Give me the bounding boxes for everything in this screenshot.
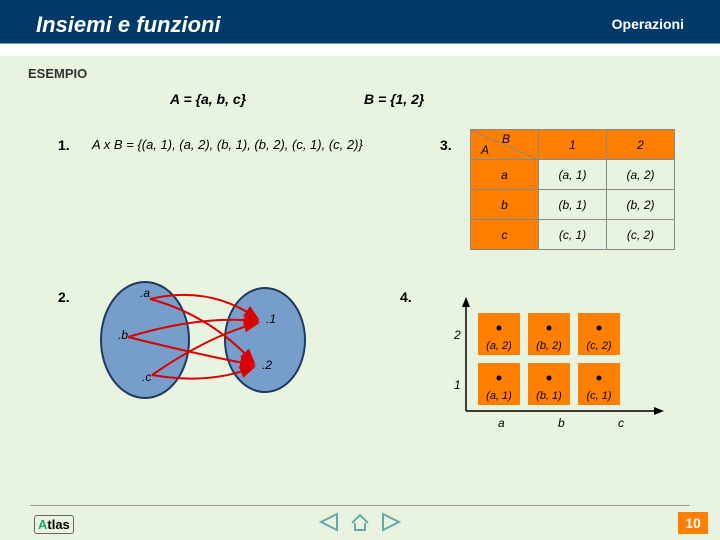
table-cell: (c, 2) (607, 220, 675, 250)
item2-mapping-diagram: .a .b .c .1 .2 (90, 275, 340, 415)
table-cell: (b, 2) (607, 190, 675, 220)
svg-text:(a, 1): (a, 1) (486, 390, 512, 402)
slide-title: Insiemi e funzioni (36, 12, 221, 38)
svg-text:2: 2 (453, 328, 461, 342)
item1-text: A x B = {(a, 1), (a, 2), (b, 1), (b, 2),… (92, 137, 363, 152)
svg-text:c: c (618, 416, 624, 430)
set-b-def: B = {1, 2} (364, 91, 424, 107)
nav-home-icon[interactable] (347, 511, 373, 533)
page-number: 10 (678, 512, 708, 534)
row-header: c (471, 220, 539, 250)
node-c-label: .c (142, 370, 151, 384)
svg-text:(c, 2): (c, 2) (586, 340, 611, 352)
svg-text:(c, 1): (c, 1) (586, 390, 611, 402)
svg-text:b: b (558, 416, 565, 430)
slide-section: Operazioni (612, 16, 684, 32)
item3-table: B A 1 2 a (a, 1) (a, 2) b (b, 1) (b, 2) … (470, 129, 675, 250)
table-corner: B A (471, 130, 539, 160)
item2-number: 2. (58, 289, 70, 305)
set-a-def: A = {a, b, c} (170, 91, 246, 107)
row-header: b (471, 190, 539, 220)
item4-number: 4. (400, 289, 412, 305)
footer: AAtlastlas 10 (0, 504, 720, 540)
table-cell: (b, 1) (539, 190, 607, 220)
nav-buttons (315, 511, 405, 533)
svg-text:1: 1 (454, 378, 461, 392)
node-2-label: .2 (262, 358, 272, 372)
esempio-label: ESEMPIO (0, 62, 720, 85)
nav-prev-icon[interactable] (315, 511, 341, 533)
nav-next-icon[interactable] (379, 511, 405, 533)
svg-text:(b, 1): (b, 1) (536, 390, 562, 402)
node-b-label: .b (118, 328, 128, 342)
svg-text:(b, 2): (b, 2) (536, 340, 562, 352)
table-cell: (c, 1) (539, 220, 607, 250)
svg-text:a: a (498, 416, 505, 430)
slide-header: Insiemi e funzioni Operazioni (0, 0, 720, 56)
row-header: a (471, 160, 539, 190)
item3-number: 3. (440, 137, 452, 153)
item1-number: 1. (58, 137, 70, 153)
table-cell: (a, 2) (607, 160, 675, 190)
node-1-label: .1 (266, 312, 276, 326)
svg-text:(a, 2): (a, 2) (486, 340, 512, 352)
atlas-logo: AAtlastlas (34, 517, 74, 532)
item4-grid-plot: 2 1 (a, 2) (b, 2) (c, 2) (a, 1) (b, 1) (c, 1)… (430, 291, 690, 461)
table-cell: (a, 1) (539, 160, 607, 190)
col-header: 2 (607, 130, 675, 160)
node-a-label: .a (140, 286, 150, 300)
col-header: 1 (539, 130, 607, 160)
